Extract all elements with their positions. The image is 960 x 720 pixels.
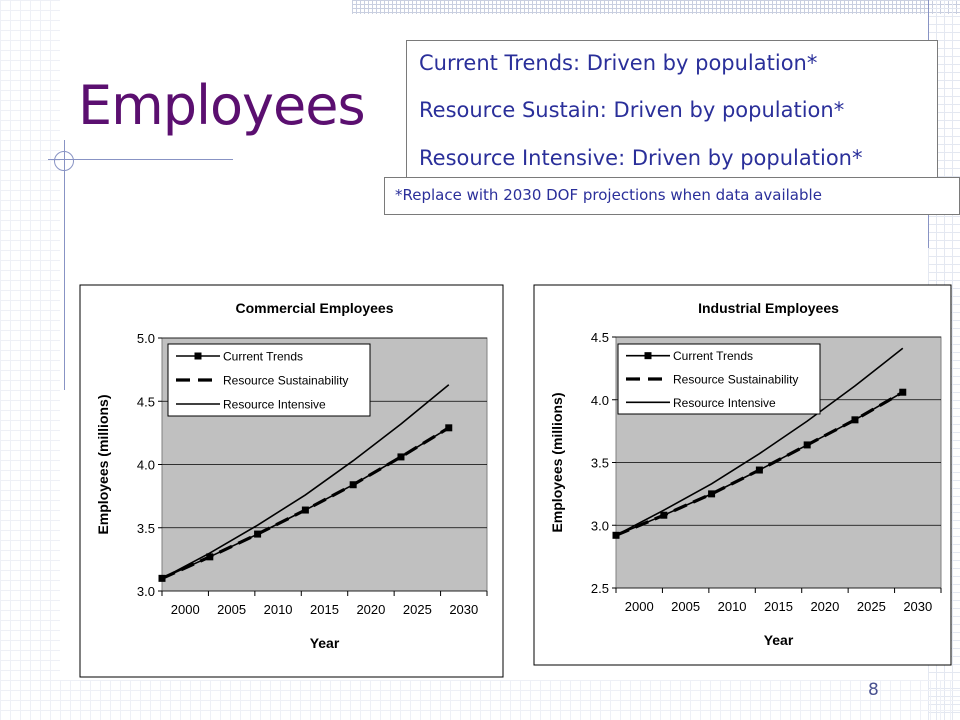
legend-label-resource-sustainability: Resource Sustainability (223, 374, 348, 388)
series-point-current-trends (899, 388, 907, 396)
legend-label-resource-intensive: Resource Intensive (223, 398, 326, 412)
chart-title: Commercial Employees (236, 300, 394, 316)
legend-box (167, 343, 371, 417)
series-line-resource-sustainability (161, 426, 450, 580)
y-tick-label: 4.5 (137, 394, 155, 409)
series-point-current-trends (660, 511, 668, 519)
series-point-current-trends (397, 453, 405, 461)
info-line-resource-intensive: Resource Intensive: Driven by population… (419, 146, 863, 170)
x-tick-label: 2015 (764, 599, 793, 614)
y-tick-label: 4.0 (137, 458, 155, 473)
chart-commercial: 3.0 3.5 4.0 4.5 5.0 2000 2005 2010 2015 2020 2025 2… (79, 284, 504, 678)
series-line-resource-intensive (161, 384, 450, 580)
y-tick-label: 3.0 (137, 584, 155, 599)
plot-area (161, 337, 488, 592)
chart-frame (79, 284, 504, 678)
x-tick-label: 2025 (403, 602, 432, 617)
series-point-current-trends (708, 490, 716, 498)
series-point-current-trends (755, 466, 763, 474)
x-tick-label: 2005 (217, 602, 246, 617)
series-point-current-trends (254, 530, 262, 538)
series-point-current-trends (301, 506, 309, 514)
x-tick-label: 2005 (671, 599, 700, 614)
chart-title: Industrial Employees (698, 300, 839, 316)
y-axis-label: Employees (millions) (95, 394, 111, 534)
background-grid-top (352, 0, 960, 14)
x-tick-label: 2010 (264, 602, 293, 617)
x-tick-label: 2000 (171, 602, 200, 617)
y-tick-label: 4.0 (591, 393, 609, 408)
plot-area (615, 336, 942, 589)
series-line-current-trends (615, 391, 904, 537)
legend-label-resource-intensive: Resource Intensive (673, 396, 776, 410)
legend-label-current-trends: Current Trends (223, 350, 303, 364)
x-tick-label: 2010 (718, 599, 747, 614)
series-point-current-trends (445, 424, 453, 432)
decor-ring (54, 151, 74, 171)
y-tick-label: 3.0 (591, 518, 609, 533)
driver-info-box: Current Trends: Driven by population* Re… (406, 40, 938, 180)
legend-marker-current-trends (194, 352, 202, 360)
y-tick-label: 3.5 (137, 521, 155, 536)
series-line-current-trends (161, 427, 450, 580)
info-line-resource-sustain: Resource Sustain: Driven by population* (419, 98, 845, 122)
decor-horizontal-line (48, 159, 233, 160)
x-tick-label: 2000 (625, 599, 654, 614)
info-line-current-trends: Current Trends: Driven by population* (419, 51, 818, 75)
x-axis-label: Year (764, 632, 794, 648)
legend-label-resource-sustainability: Resource Sustainability (673, 373, 798, 387)
y-tick-label: 3.5 (591, 456, 609, 471)
data-note-text: *Replace with 2030 DOF projections when … (395, 186, 822, 204)
series-point-current-trends (803, 441, 811, 449)
series-point-current-trends (206, 553, 214, 561)
data-note-box: *Replace with 2030 DOF projections when … (384, 177, 960, 215)
x-tick-label: 2015 (310, 602, 339, 617)
page-number: 8 (868, 680, 879, 700)
x-tick-label: 2025 (857, 599, 886, 614)
legend-box (617, 343, 821, 415)
y-tick-label: 5.0 (137, 331, 155, 346)
background-grid-bottom (0, 680, 960, 720)
series-point-current-trends (349, 481, 357, 489)
decor-vertical-line-left (64, 140, 65, 390)
series-point-current-trends (612, 531, 620, 539)
x-tick-label: 2020 (356, 602, 385, 617)
y-axis-label: Employees (millions) (549, 392, 565, 532)
legend-marker-current-trends (644, 352, 652, 360)
series-point-current-trends (851, 416, 859, 424)
series-line-resource-intensive (615, 347, 904, 537)
slide-title: Employees (78, 74, 366, 137)
y-tick-label: 2.5 (591, 581, 609, 596)
legend-label-current-trends: Current Trends (673, 349, 753, 363)
chart-frame (533, 284, 952, 666)
x-axis-label: Year (310, 635, 340, 651)
series-point-current-trends (158, 574, 166, 582)
background-grid-left (0, 0, 60, 720)
x-tick-label: 2030 (449, 602, 478, 617)
x-tick-label: 2020 (810, 599, 839, 614)
series-line-resource-sustainability (615, 390, 904, 537)
y-tick-label: 4.5 (591, 330, 609, 345)
